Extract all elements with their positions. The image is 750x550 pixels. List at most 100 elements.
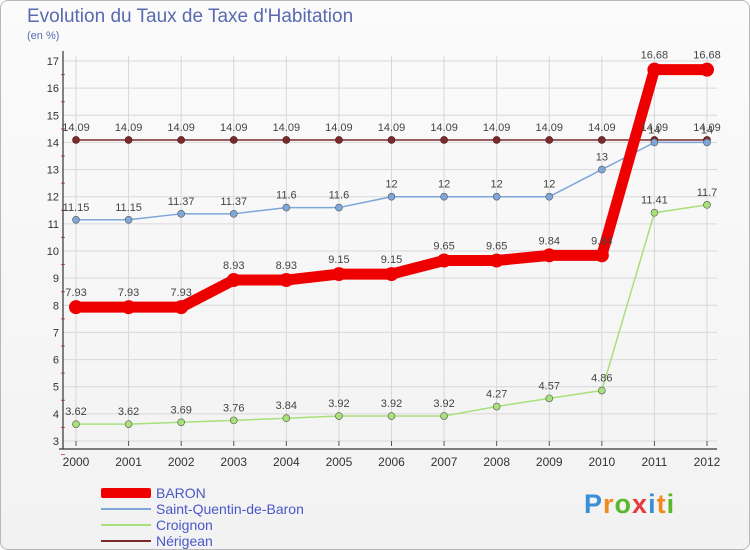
point-saint-quentin-de-baron: [124, 215, 133, 224]
data-label-croignon: 3.92: [328, 398, 349, 410]
x-tick-label: 2007: [431, 455, 458, 469]
point-croignon: [650, 208, 659, 217]
point-n-rigean: [282, 136, 291, 144]
point-croignon: [72, 420, 80, 428]
y-tick-label: 3: [53, 436, 59, 448]
data-label-baron: 7.93: [118, 287, 139, 299]
point-croignon: [545, 394, 554, 403]
data-label-saint-quentin-de-baron: 14: [701, 124, 713, 136]
point-saint-quentin-de-baron: [598, 165, 606, 174]
data-label-baron: 9.15: [328, 254, 349, 266]
data-label-saint-quentin-de-baron: 11.6: [329, 190, 350, 202]
point-baron: [174, 300, 189, 315]
data-label-n-rigean: 14.09: [641, 122, 669, 134]
x-tick-label: 2011: [642, 455, 668, 469]
point-croignon: [335, 412, 343, 420]
data-label-croignon: 11.41: [641, 195, 668, 207]
point-baron: [331, 267, 346, 282]
data-label-croignon: 3.84: [276, 400, 297, 412]
point-croignon: [387, 412, 396, 420]
data-label-croignon: 4.57: [539, 380, 560, 392]
point-n-rigean: [545, 136, 554, 144]
data-label-croignon: 11.7: [697, 187, 718, 199]
y-tick-label: 11: [48, 219, 59, 231]
legend-swatch-nerigean: [101, 540, 151, 542]
y-tick-label: 17: [47, 56, 59, 68]
data-label-saint-quentin-de-baron: 11.15: [63, 202, 90, 214]
y-tick-label: 13: [47, 165, 59, 177]
point-n-rigean: [177, 136, 185, 144]
data-label-n-rigean: 14.09: [535, 122, 563, 134]
legend-swatch-baron: [101, 488, 151, 498]
data-label-saint-quentin-de-baron: 13: [596, 152, 608, 164]
point-saint-quentin-de-baron: [703, 138, 711, 147]
point-n-rigean: [440, 136, 448, 144]
data-label-n-rigean: 14.09: [693, 122, 721, 134]
data-label-n-rigean: 14.09: [220, 122, 248, 134]
point-saint-quentin-de-baron: [650, 138, 659, 147]
data-label-croignon: 4.86: [591, 373, 612, 385]
data-label-baron: 9.15: [381, 254, 402, 266]
y-tick-label: 9: [53, 273, 59, 285]
data-label-baron: 9.65: [486, 241, 507, 253]
grid: [63, 56, 717, 442]
data-label-baron: 7.93: [170, 287, 191, 299]
data-label-baron: 9.84: [591, 235, 612, 247]
point-n-rigean: [335, 136, 343, 144]
data-label-croignon: 3.76: [223, 402, 244, 414]
point-croignon: [124, 420, 133, 428]
chart-title: Evolution du Taux de Taxe d'Habitation: [27, 6, 354, 27]
x-tick-label: 2012: [694, 455, 721, 469]
y-tick-label: 10: [47, 246, 59, 258]
chart-subtitle: (en %): [27, 30, 60, 42]
data-labels: 14.09 14.09 14.09 14.09 14.09 14.09 14.09 14.09…: [62, 50, 721, 418]
brand-letter: t: [656, 489, 667, 519]
point-saint-quentin-de-baron: [545, 192, 554, 201]
x-tick-label: 2003: [220, 455, 247, 469]
point-saint-quentin-de-baron: [387, 192, 396, 201]
data-label-n-rigean: 14.09: [62, 122, 90, 134]
y-tick-label: 12: [47, 192, 59, 204]
legend-swatch-croignon: [101, 524, 151, 526]
point-saint-quentin-de-baron: [229, 210, 238, 218]
brand-letter: P: [584, 489, 604, 519]
data-label-baron: 8.93: [223, 260, 244, 272]
data-label-baron: 9.65: [433, 241, 454, 253]
y-tick-label: 4: [53, 409, 59, 421]
point-n-rigean: [229, 136, 238, 144]
data-label-saint-quentin-de-baron: 11.37: [220, 196, 247, 208]
point-saint-quentin-de-baron: [282, 203, 291, 212]
point-saint-quentin-de-baron: [440, 192, 448, 201]
point-saint-quentin-de-baron: [177, 210, 185, 218]
point-baron: [647, 62, 662, 77]
legend-label-baron: BARON: [156, 485, 206, 501]
data-label-saint-quentin-de-baron: 12: [438, 179, 450, 191]
y-tick-label: 14: [47, 137, 59, 149]
point-saint-quentin-de-baron: [335, 203, 343, 212]
data-label-saint-quentin-de-baron: 11.6: [276, 190, 297, 202]
data-label-croignon: 4.27: [486, 389, 507, 401]
brand-letter: x: [632, 489, 649, 519]
point-n-rigean: [124, 136, 133, 144]
data-label-saint-quentin-de-baron: 11.15: [115, 202, 142, 214]
point-n-rigean: [492, 136, 501, 144]
point-baron: [542, 248, 557, 263]
y-tick-label: 16: [47, 83, 59, 95]
data-label-saint-quentin-de-baron: 12: [385, 179, 397, 191]
x-tick-label: 2004: [273, 455, 300, 469]
data-label-baron: 8.93: [276, 260, 297, 272]
brand-letter: i: [666, 489, 676, 519]
data-label-croignon: 3.92: [433, 398, 454, 410]
point-croignon: [440, 412, 448, 420]
data-label-n-rigean: 14.09: [115, 122, 143, 134]
y-tick-label: 6: [53, 355, 59, 367]
legend-label-saint-quentin: Saint-Quentin-de-Baron: [156, 501, 304, 517]
point-baron: [226, 273, 241, 288]
data-label-n-rigean: 14.09: [378, 122, 406, 134]
brand-letter: o: [614, 489, 633, 519]
data-label-n-rigean: 14.09: [325, 122, 353, 134]
point-croignon: [598, 386, 606, 395]
x-tick-label: 2006: [378, 455, 405, 469]
